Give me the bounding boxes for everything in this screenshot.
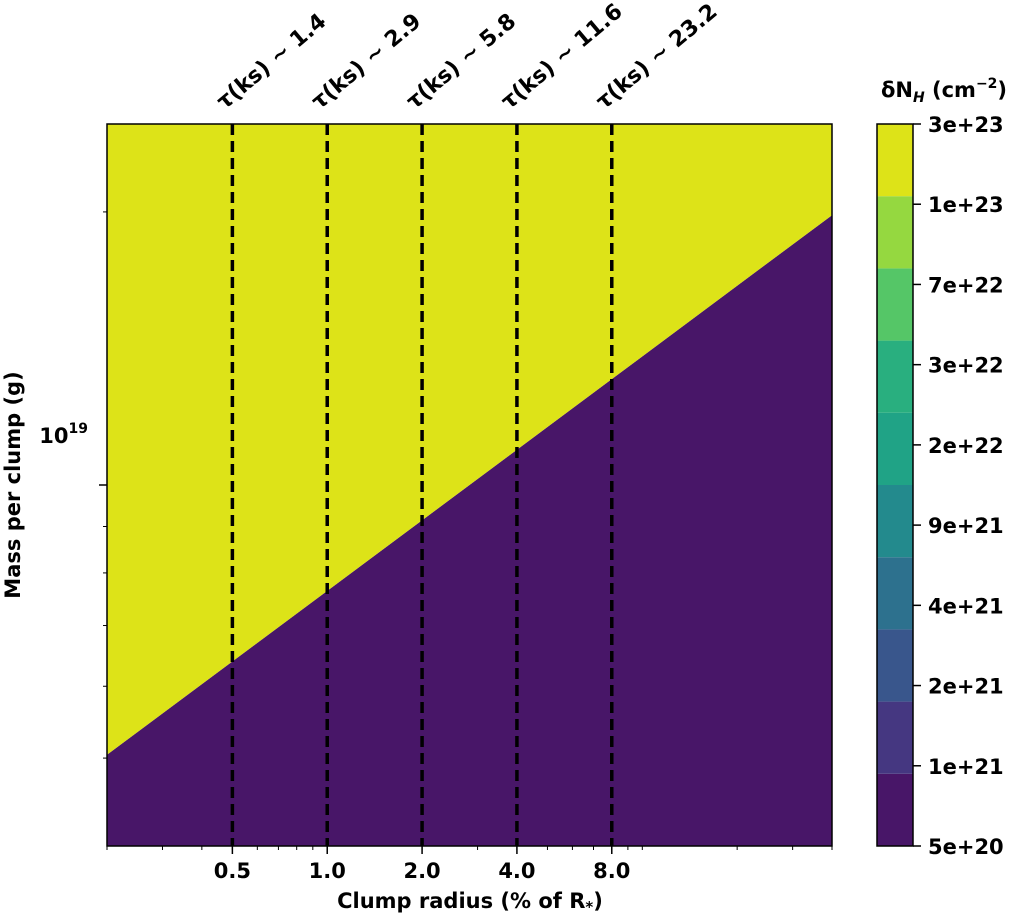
colorbar-tick-label-2: 2e+21: [928, 675, 1004, 699]
colorbar-tick-label-9: 3e+23: [928, 113, 1004, 137]
colorbar: 5e+20 1e+21 2e+21 4e+21 9e+21 2e+22 3e+22 7e+22…: [876, 113, 1004, 859]
contour-band-10: [107, 124, 832, 755]
colorbar-tick-label-6: 3e+22: [928, 354, 1004, 378]
x-tick-label-0: 0.5: [214, 859, 251, 883]
colorbar-title: δNH (cm−2): [881, 76, 1007, 106]
x-tick-label-3: 4.0: [498, 859, 535, 883]
colorbar-frame: [876, 123, 914, 847]
colorbar-tick-label-0: 5e+20: [928, 835, 1004, 859]
x-tick-label-1: 1.0: [309, 859, 346, 883]
colorbar-segment-4: [877, 485, 913, 558]
colorbar-segment-7: [877, 268, 913, 341]
y-axis-ticks: [99, 211, 107, 759]
colorbar-tick-label-5: 2e+22: [928, 434, 1004, 458]
contour-fill-regions: [107, 124, 832, 846]
x-axis-label: Clump radius (% of R*): [337, 889, 603, 914]
tau-reference-lines: [230, 124, 614, 846]
colorbar-segment-1: [877, 701, 913, 774]
colorbar-segment-8: [877, 196, 913, 269]
colorbar-segment-6: [877, 340, 913, 413]
colorbar-segment-2: [877, 629, 913, 702]
colorbar-tick-label-1: 1e+21: [928, 755, 1004, 779]
colorbar-tick-label-8: 1e+23: [928, 193, 1004, 217]
colorbar-tick-label-3: 4e+21: [928, 594, 1004, 618]
colorbar-tick-label-4: 9e+21: [928, 514, 1004, 538]
colorbar-segment-0: [877, 773, 913, 846]
y-axis-label: Mass per clump (g): [1, 371, 25, 598]
contour-band-0: [107, 215, 832, 846]
y-major-tick-label: 1019: [39, 421, 88, 448]
tau-labels: τ(ks) ~ 1.4τ(ks) ~ 2.9τ(ks) ~ 5.8τ(ks) ~…: [212, 0, 722, 115]
colorbar-segment-3: [877, 557, 913, 630]
x-axis-ticks: 0.5 1.0 2.0 4.0 8.0: [106, 846, 833, 883]
x-tick-label-4: 8.0: [593, 859, 630, 883]
x-tick-label-2: 2.0: [403, 859, 440, 883]
colorbar-segment-9: [877, 124, 913, 197]
colorbar-segment-5: [877, 412, 913, 485]
colorbar-tick-label-7: 7e+22: [928, 273, 1004, 297]
